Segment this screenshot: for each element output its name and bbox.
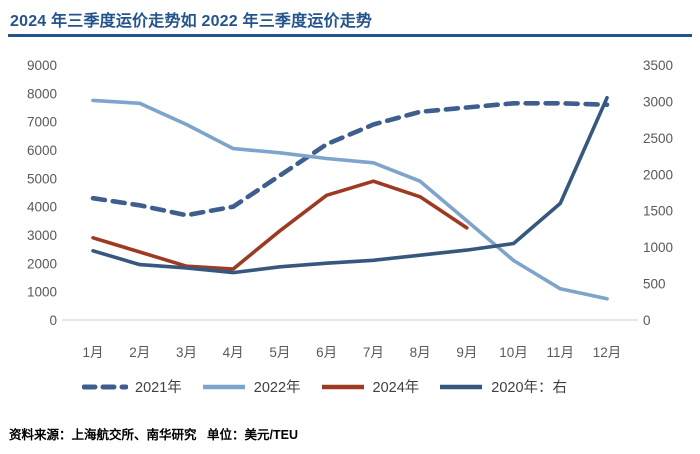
title-divider [8,34,692,37]
x-axis-label: 11月 [547,345,575,360]
legend-item-2024年: 2024年 [320,376,420,397]
left-axis-tick-label: 8000 [27,86,57,101]
chart-title: 2024 年三季度运价走势如 2022 年三季度运价走势 [10,13,373,30]
left-axis-tick-label: 3000 [27,228,57,243]
legend-item-2021年: 2021年 [82,376,182,397]
x-axis-label: 12月 [593,345,622,360]
right-axis-tick-label: 1000 [643,240,673,255]
left-axis-tick-label: 1000 [27,285,57,300]
legend-swatch-2024年 [321,384,364,389]
left-axis-tick-label: 2000 [27,256,57,271]
x-axis-label: 7月 [363,345,384,360]
x-axis-label: 2月 [129,345,150,360]
series-line-2021年 [90,100,610,218]
line-chart: 0 1000 2000 3000 4000 5000 6000 7000 8000 9000 0 50… [27,58,673,360]
left-axis-tick-label: 4000 [27,200,57,215]
legend-item-2022年: 2022年 [201,376,301,397]
right-axis-tick-label: 2500 [643,131,673,146]
x-axis-label: 10月 [499,345,528,360]
left-axis-tick-label: 6000 [27,143,57,158]
x-axis-label: 6月 [316,345,337,360]
right-axis-tick-label: 3000 [643,94,673,109]
right-axis-tick-label: 1500 [643,204,673,219]
unit-note: 单位：美元/TEU [207,428,298,442]
series-line-2024年 [91,179,469,271]
left-axis-tick-label: 0 [49,313,57,328]
x-axis-label: 3月 [176,345,197,360]
x-axis-label: 5月 [269,345,290,360]
legend-label-2020年：右: 2020年：右 [491,380,568,396]
right-axis-tick-label: 2000 [643,167,673,182]
x-axis-label: 9月 [456,345,477,360]
legend-label-2022年: 2022年 [253,380,301,396]
x-axis-label: 8月 [410,345,431,360]
source-note: 资料来源：上海航交所、南华研究 [9,428,197,442]
chart-legend: 2021年 2022年 2024年 2020年：右 [82,376,567,397]
left-axis-tick-label: 9000 [27,58,57,73]
legend-swatch-2020年：右 [440,384,483,389]
left-axis-tick-label: 5000 [27,171,57,186]
right-axis-tick-label: 3500 [643,58,673,73]
footer-note: 资料来源：上海航交所、南华研究 单位：美元/TEU [9,424,298,443]
series-line-2022年 [91,98,609,301]
legend-label-2024年: 2024年 [372,380,420,396]
legend-item-2020年：右: 2020年：右 [438,376,567,397]
x-axis-label: 1月 [82,345,103,360]
right-axis-tick-label: 0 [643,313,651,328]
legend-swatch-2021年 [82,384,128,389]
legend-label-2021年: 2021年 [135,380,182,396]
series-line-2020年：右 [91,95,609,275]
x-axis-label: 4月 [223,345,244,360]
right-axis-tick-label: 500 [643,277,666,292]
legend-swatch-2022年 [202,384,245,389]
left-axis-tick-label: 7000 [27,115,57,130]
